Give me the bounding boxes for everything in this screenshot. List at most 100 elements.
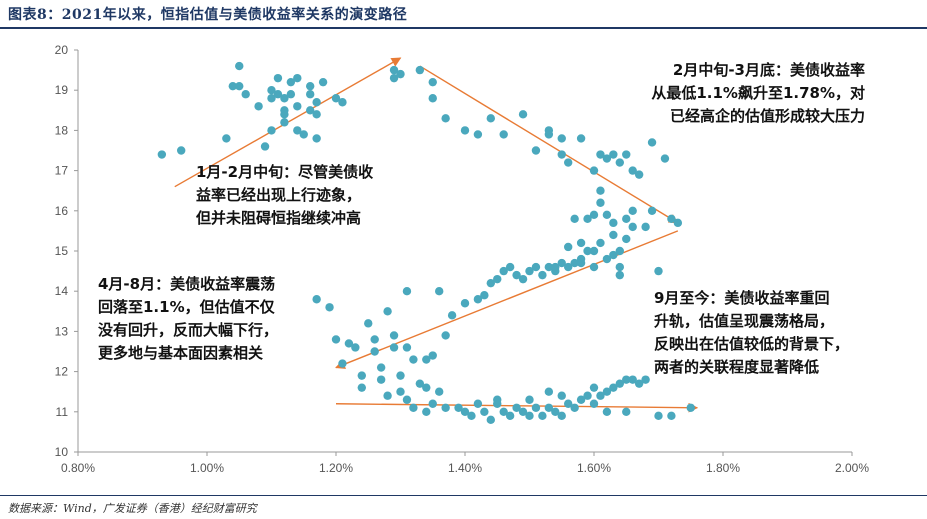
data-point <box>331 335 341 344</box>
data-point <box>293 73 302 83</box>
annotation-a4: 9月至今：美债收益率重回升轨，估值呈现震荡格局， 反映出在估值较低的背景下， 两者的… <box>654 289 849 376</box>
data-point <box>505 411 515 421</box>
data-point <box>389 343 399 352</box>
data-point <box>389 73 399 83</box>
data-point <box>551 262 560 272</box>
data-point <box>622 234 631 244</box>
data-point <box>667 214 676 224</box>
y-tick-label: 18 <box>55 123 69 137</box>
data-point <box>518 407 528 416</box>
data-point <box>518 110 528 119</box>
data-point <box>435 387 444 396</box>
annotation-line: 回落至1.1%，但估值不仅 <box>98 298 276 316</box>
data-point <box>615 379 624 388</box>
data-point <box>409 403 418 412</box>
data-point <box>389 65 399 75</box>
chart-axes: 0.80% 1.00% 1.20% 1.40% 1.60% 1.80% 2.00% 10 11 1… <box>55 43 870 475</box>
data-point <box>628 206 637 215</box>
data-point <box>557 134 566 143</box>
data-point <box>557 258 566 268</box>
data-point <box>280 118 289 127</box>
x-tick-label: 1.00% <box>190 461 224 475</box>
data-point <box>383 307 392 316</box>
annotation-line: 2月中旬-3月底：美债收益率 <box>673 61 865 79</box>
data-point <box>564 262 573 272</box>
data-point <box>589 210 599 220</box>
data-point <box>628 222 637 232</box>
y-tick-label: 15 <box>55 244 69 258</box>
data-point <box>596 150 605 159</box>
data-point <box>454 403 463 412</box>
data-point <box>525 266 534 276</box>
data-point <box>376 375 386 384</box>
annotation-line: 9月至今：美债收益率重回 <box>654 289 829 307</box>
data-point <box>480 291 489 300</box>
data-point <box>441 403 450 412</box>
data-point <box>441 114 450 123</box>
data-point <box>622 214 631 224</box>
data-point <box>370 347 379 356</box>
annotation-line: 益率已经出现上行迹象， <box>196 186 361 204</box>
y-tick-label: 20 <box>55 43 69 57</box>
data-point <box>531 146 541 155</box>
y-tick-label: 16 <box>55 204 69 218</box>
y-tick-label: 12 <box>55 365 69 379</box>
data-point <box>422 407 431 416</box>
data-point <box>615 262 624 272</box>
data-point <box>499 407 508 416</box>
data-point <box>241 90 250 99</box>
chart-annotations: 1月-2月中旬：尽管美债收益率已经出现上行迹象， 但并未阻碍恒指继续冲高 2月中旬-… <box>98 61 865 376</box>
data-point <box>544 126 554 135</box>
data-point <box>460 299 470 308</box>
data-point <box>351 343 360 352</box>
data-point <box>357 383 366 392</box>
data-point <box>531 403 541 412</box>
data-point <box>473 130 483 139</box>
data-point <box>260 142 270 151</box>
data-point <box>667 411 676 421</box>
data-point <box>325 303 334 312</box>
data-point <box>583 214 592 224</box>
data-point <box>570 403 579 412</box>
data-point <box>570 258 579 268</box>
data-point <box>228 81 237 91</box>
x-tick-label: 0.80% <box>61 461 95 475</box>
scatter-chart: 0.80% 1.00% 1.20% 1.40% 1.60% 1.80% 2.00% 10 11 1… <box>55 43 870 475</box>
annotation-line: 升轨，估值呈现震荡格局， <box>654 312 834 330</box>
data-point <box>609 383 618 392</box>
y-tick-label: 13 <box>55 324 69 338</box>
data-point <box>460 407 470 416</box>
data-point <box>615 246 624 256</box>
data-point <box>544 387 554 396</box>
data-point <box>634 170 644 179</box>
data-point <box>499 130 508 139</box>
data-point <box>235 61 244 71</box>
data-point <box>564 399 573 408</box>
annotation-line: 反映出在估值较低的背景下， <box>654 335 849 353</box>
x-tick-label: 1.20% <box>319 461 353 475</box>
data-point <box>609 150 618 159</box>
data-point <box>267 126 276 135</box>
data-point <box>357 371 366 380</box>
data-point <box>673 218 683 228</box>
data-point <box>312 134 321 143</box>
data-point <box>557 411 566 421</box>
data-point <box>493 274 502 284</box>
data-point <box>602 407 612 416</box>
data-point <box>493 395 502 404</box>
data-point <box>338 98 347 107</box>
data-point <box>396 69 405 79</box>
annotation-line: 已经高企的估值形成较大压力 <box>670 107 865 125</box>
data-point <box>428 94 437 103</box>
annotation-a3: 4月-8月：美债收益率震荡回落至1.1%，但估值不仅没有回升，反而大幅下行， 更多… <box>98 275 278 362</box>
data-point <box>286 77 296 87</box>
data-point <box>486 278 495 288</box>
data-point <box>409 355 418 364</box>
x-tick-label: 2.00% <box>835 461 869 475</box>
data-point <box>544 262 554 272</box>
data-point <box>235 81 244 91</box>
data-point <box>576 395 586 404</box>
data-point <box>654 411 663 421</box>
data-point <box>641 375 650 384</box>
data-point <box>396 371 405 380</box>
